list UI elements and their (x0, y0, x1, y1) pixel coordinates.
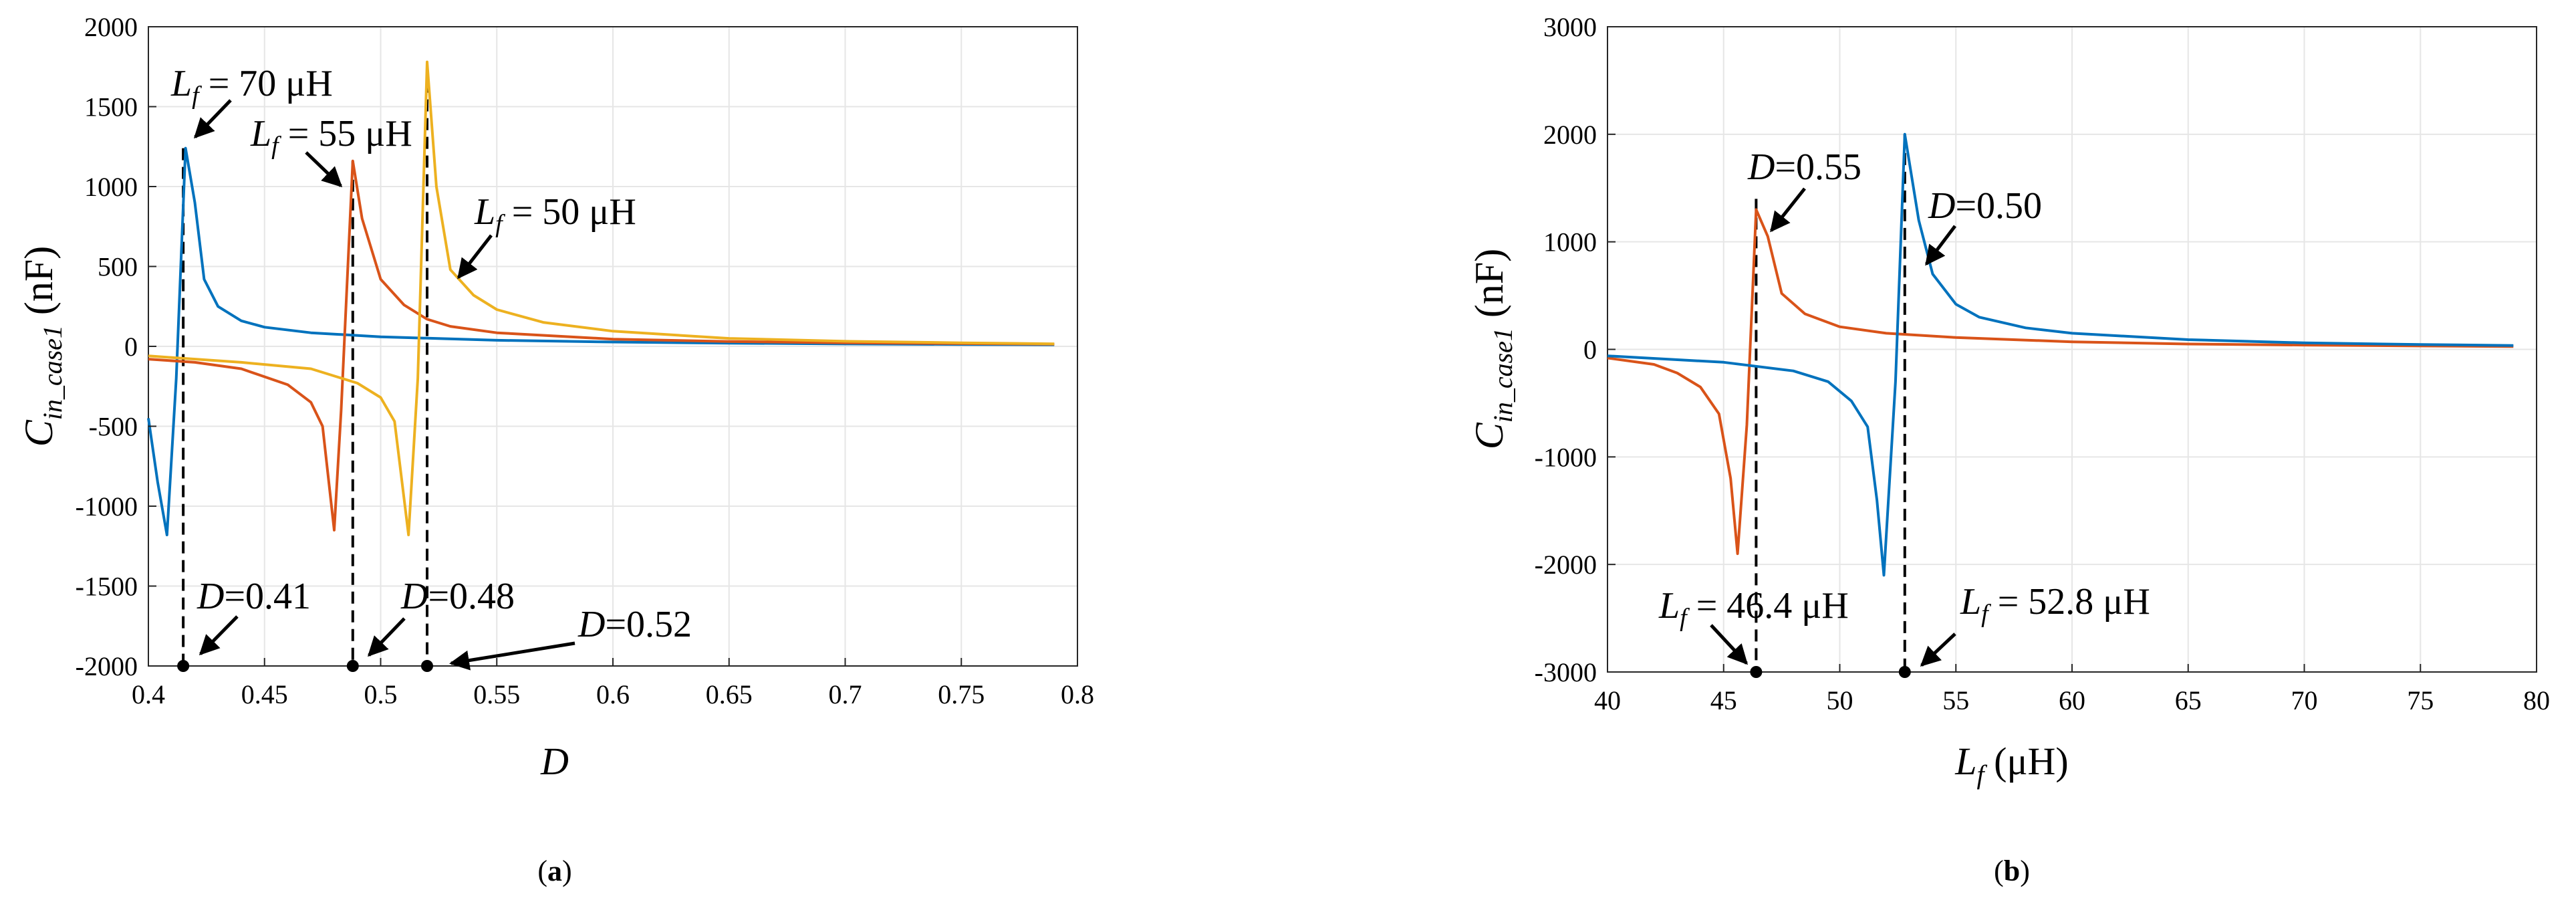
annotation-arrow-b-0 (1770, 187, 1806, 233)
series-layer-b (1607, 132, 2514, 577)
x-tick-label: 0.6 (596, 679, 630, 709)
reference-point-a-1 (346, 660, 359, 672)
reference-point-a-2 (421, 660, 433, 672)
annotation-arrow-b-3 (1920, 633, 1956, 667)
chart-panel-b: 40 45 50 55 60 65 70 75 80 -3000 -2000 -1000 0 1000 2… (1467, 12, 2550, 887)
reference-lines-b (1750, 134, 1911, 678)
y-tick-label: -500 (89, 412, 138, 442)
annotation-b-3: Lf = 52.8 μH (1960, 581, 2150, 628)
x-axis-label-b: Lf (μH) (1954, 740, 2069, 790)
x-tick-label: 0.5 (364, 679, 398, 709)
y-tick-label: 500 (98, 252, 138, 282)
y-axis-label-a: Cin_case1 (nF) (17, 246, 68, 447)
annotation-a-0: Lf = 70 μH (170, 63, 333, 110)
y-tick-label: 1000 (84, 172, 138, 202)
grid-lines-b (1607, 26, 2537, 673)
y-axis-label-b-sub: in_case1 (1488, 328, 1518, 423)
y-axis-label-a-main: C (17, 419, 61, 447)
x-tick-label: 0.4 (132, 679, 165, 709)
x-tick-label: 60 (2059, 685, 2085, 715)
y-tick-label: 3000 (1543, 12, 1597, 42)
y-tick-label: -2000 (1535, 550, 1597, 580)
annotation-arrow-b-1 (1925, 225, 1956, 266)
x-tick-label: 0.65 (706, 679, 753, 709)
annotation-a-5: D=0.52 (577, 604, 692, 645)
y-tick-label: -1000 (1535, 442, 1597, 472)
annotation-a-1: Lf = 55 μH (250, 113, 412, 160)
x-tick-label: 65 (2175, 685, 2202, 715)
reference-point-b-1 (1898, 666, 1911, 678)
series-line-a-0 (147, 146, 1055, 536)
series-line-a-2 (148, 60, 1055, 536)
x-tick-label: 0.7 (829, 679, 862, 709)
annotation-a-3: D=0.41 (197, 576, 311, 617)
y-tick-label: 1000 (1543, 227, 1597, 257)
y-axis-label-b-unit: (nF) (1467, 249, 1511, 328)
series-layer-a (147, 60, 1055, 536)
x-tick-label: 0.55 (473, 679, 520, 709)
y-tick-labels-a: -2000 -1500 -1000 -500 0 500 1000 1500 2000 (76, 12, 138, 681)
annotation-arrow-a-4 (367, 617, 406, 657)
annotation-arrow-a-3 (199, 615, 239, 656)
annotation-arrow-a-1 (305, 151, 343, 188)
panel-label-b: (b) (1994, 855, 2030, 887)
x-tick-label: 55 (1942, 685, 1969, 715)
y-axis-label-a-unit: (nF) (17, 246, 61, 325)
x-tick-label: 0.8 (1061, 679, 1094, 709)
x-tick-label: 50 (1827, 685, 1853, 715)
annotation-a-2: Lf = 50 μH (474, 191, 636, 238)
x-tick-labels-b: 40 45 50 55 60 65 70 75 80 (1594, 685, 2550, 715)
y-tick-labels-b: -3000 -2000 -1000 0 1000 2000 3000 (1535, 12, 1597, 687)
x-tick-label: 45 (1710, 685, 1737, 715)
x-tick-label: 0.75 (938, 679, 985, 709)
annotation-arrow-a-0 (193, 99, 232, 139)
series-line-b-1 (1607, 132, 2514, 577)
reference-point-b-0 (1750, 666, 1763, 678)
annotation-b-1: D=0.50 (1928, 185, 2042, 227)
x-tick-labels-a: 0.4 0.45 0.5 0.55 0.6 0.65 0.7 0.75 0.8 (132, 679, 1094, 709)
x-tick-label: 80 (2523, 685, 2550, 715)
y-tick-label: -3000 (1535, 657, 1597, 687)
annotation-b-0: D=0.55 (1747, 146, 1861, 188)
annotation-arrow-a-2 (457, 234, 493, 279)
x-axis-label-a: D (540, 740, 569, 783)
y-tick-label: -1000 (76, 491, 138, 522)
annotation-a-4: D=0.48 (400, 576, 515, 617)
y-tick-label: 2000 (1543, 120, 1597, 150)
panel-label-a: (a) (537, 855, 571, 887)
y-axis-label-a-sub: in_case1 (37, 325, 68, 420)
annotation-b-2: Lf = 46.4 μH (1658, 585, 1849, 632)
y-tick-label: -1500 (76, 572, 138, 602)
annotation-arrow-a-5 (449, 641, 575, 671)
y-tick-label: 2000 (84, 12, 138, 42)
reference-point-a-0 (177, 660, 190, 672)
annotation-arrow-b-2 (1710, 624, 1749, 665)
y-axis-label-b: Cin_case1 (nF) (1467, 249, 1518, 450)
x-axis-label-b-main: L (1954, 740, 1976, 783)
x-tick-label: 40 (1594, 685, 1621, 715)
y-tick-label: -2000 (76, 651, 138, 681)
series-line-a-1 (148, 159, 1055, 532)
x-tick-label: 0.45 (241, 679, 288, 709)
y-axis-label-b-main: C (1467, 422, 1511, 449)
y-tick-label: 0 (124, 332, 138, 362)
series-line-b-0 (1607, 208, 2514, 556)
y-tick-label: 1500 (84, 92, 138, 122)
chart-panel-a: 0.4 0.45 0.5 0.55 0.6 0.65 0.7 0.75 0.8 -2000 -15… (17, 12, 1094, 887)
x-axis-label-b-unit: (μH) (1984, 740, 2069, 783)
x-tick-label: 70 (2291, 685, 2318, 715)
y-tick-label: 0 (1583, 335, 1597, 365)
x-tick-label: 75 (2407, 685, 2434, 715)
